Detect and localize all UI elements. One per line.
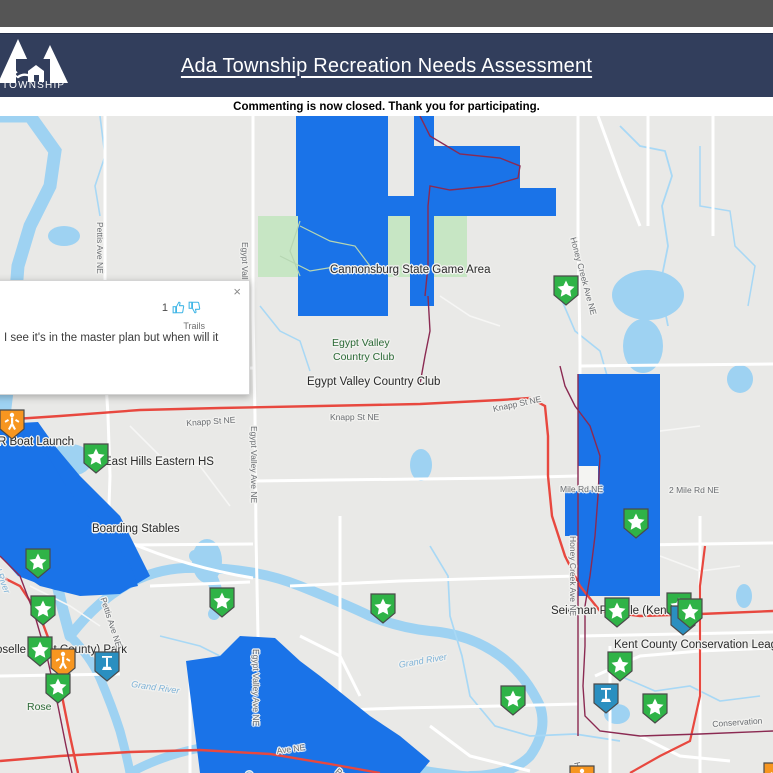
comment-category: Trails — [183, 321, 205, 331]
park-star-marker[interactable] — [499, 684, 527, 717]
page-title: Ada Township Recreation Needs Assessment — [180, 54, 593, 77]
park-star-marker[interactable] — [29, 594, 57, 627]
thumbs-up-icon[interactable] — [172, 301, 185, 314]
notice-text: Commenting is now closed. Thank you for … — [233, 100, 540, 113]
ada-township-logo-icon — [0, 39, 68, 83]
park-star-marker[interactable] — [26, 635, 54, 668]
commenting-closed-notice: Commenting is now closed. Thank you for … — [0, 97, 773, 116]
thumbs-down-icon[interactable] — [188, 301, 201, 314]
park-star-marker[interactable] — [24, 547, 52, 580]
park-star-marker[interactable] — [622, 507, 650, 540]
ada-township-logo[interactable]: TOWNSHIP — [0, 34, 80, 98]
close-icon[interactable]: × — [233, 284, 241, 299]
park-star-marker[interactable] — [603, 596, 631, 629]
park-star-marker[interactable] — [676, 597, 704, 630]
walk-marker[interactable] — [762, 761, 773, 773]
park-star-marker[interactable] — [44, 672, 72, 705]
park-star-marker[interactable] — [208, 586, 236, 619]
vote-controls: 1 — [162, 301, 201, 314]
window-chrome-gap — [0, 27, 773, 33]
walk-marker[interactable] — [0, 408, 26, 441]
park-star-marker[interactable] — [641, 692, 669, 725]
site-header: TOWNSHIP Ada Township Recreation Needs A… — [0, 33, 773, 97]
comment-popup[interactable]: × 1 Trails and River. I see it's in the … — [0, 280, 250, 395]
park-star-marker[interactable] — [552, 274, 580, 307]
walk-marker[interactable] — [568, 764, 596, 773]
window-titlebar — [0, 0, 773, 27]
park-star-marker[interactable] — [606, 650, 634, 683]
fishing-marker[interactable] — [93, 650, 121, 683]
walk-marker[interactable] — [49, 647, 77, 680]
vote-count: 1 — [161, 301, 168, 314]
logo-wordmark: TOWNSHIP — [2, 80, 66, 91]
park-star-marker[interactable] — [369, 592, 397, 625]
park-star-marker[interactable] — [82, 442, 110, 475]
fishing-marker[interactable] — [592, 682, 620, 715]
map-basemap — [0, 116, 773, 773]
comment-body: and River. I see it's in the master plan… — [0, 332, 219, 344]
interactive-map[interactable]: Cannonsburg State Game Area Egypt Valley… — [0, 116, 773, 773]
